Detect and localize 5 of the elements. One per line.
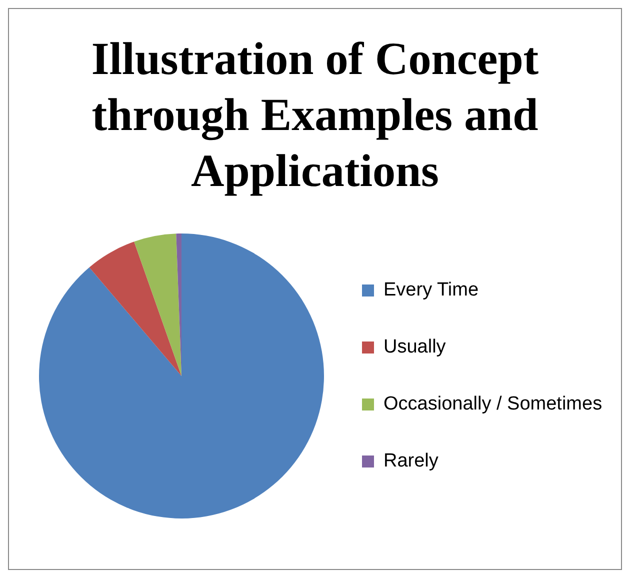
legend-label: Usually	[384, 336, 446, 358]
legend-label: Every Time	[384, 280, 479, 301]
chart-title: Illustration of Concept through Examples and Applications	[90, 32, 540, 198]
legend-label: Rarely	[384, 450, 439, 472]
legend-label: Occasionally / Sometimes	[384, 394, 602, 415]
